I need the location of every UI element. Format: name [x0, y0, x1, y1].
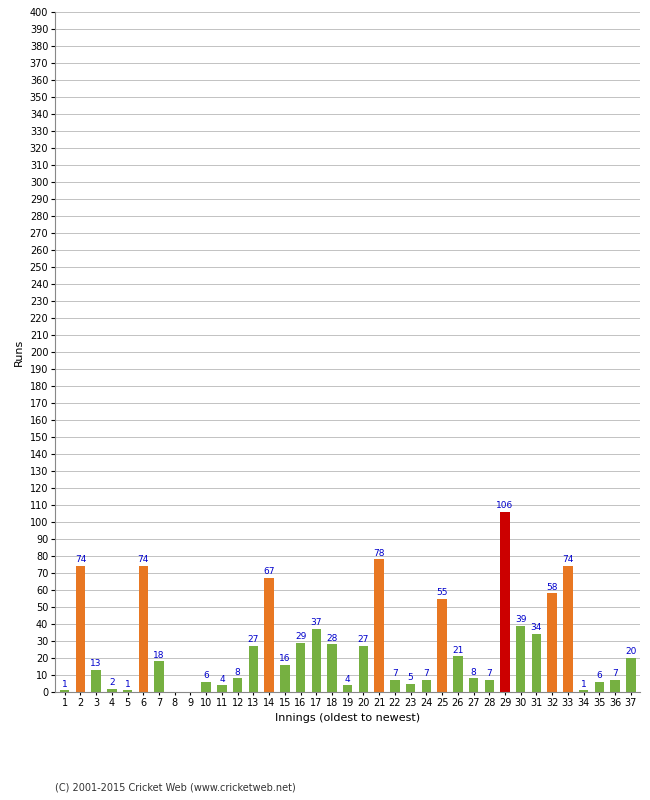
Text: 78: 78 [374, 549, 385, 558]
Text: 74: 74 [562, 555, 573, 565]
Bar [328, 645, 337, 692]
Text: 74: 74 [138, 555, 149, 565]
Bar [547, 594, 557, 692]
Text: 106: 106 [497, 501, 514, 510]
Text: 58: 58 [547, 582, 558, 592]
Bar [60, 690, 70, 692]
Text: 1: 1 [62, 679, 68, 689]
Bar [532, 634, 541, 692]
Bar [265, 578, 274, 692]
Text: 2: 2 [109, 678, 114, 687]
Bar [154, 662, 164, 692]
Text: 37: 37 [311, 618, 322, 627]
Text: 34: 34 [531, 623, 542, 633]
Text: 7: 7 [486, 670, 492, 678]
Bar [311, 629, 321, 692]
Bar [92, 670, 101, 692]
Bar [280, 665, 289, 692]
Bar [437, 598, 447, 692]
Text: 8: 8 [235, 668, 240, 677]
Text: 74: 74 [75, 555, 86, 565]
Text: 1: 1 [580, 679, 586, 689]
Bar [453, 656, 463, 692]
Bar [500, 512, 510, 692]
Bar [217, 685, 227, 692]
Text: 39: 39 [515, 615, 527, 624]
Text: 67: 67 [263, 567, 275, 576]
Bar [516, 626, 525, 692]
Bar [595, 682, 604, 692]
Bar [579, 690, 588, 692]
Bar [374, 559, 384, 692]
Text: 7: 7 [424, 670, 429, 678]
Text: 8: 8 [471, 668, 476, 677]
Bar [390, 680, 400, 692]
Text: (C) 2001-2015 Cricket Web (www.cricketweb.net): (C) 2001-2015 Cricket Web (www.cricketwe… [55, 782, 296, 792]
Text: 55: 55 [436, 588, 448, 597]
Bar [484, 680, 494, 692]
Text: 5: 5 [408, 673, 413, 682]
Bar [233, 678, 242, 692]
Text: 4: 4 [345, 674, 350, 683]
Bar [138, 566, 148, 692]
Bar [202, 682, 211, 692]
Bar [343, 685, 352, 692]
Text: 7: 7 [392, 670, 398, 678]
Text: 27: 27 [248, 635, 259, 645]
Y-axis label: Runs: Runs [14, 338, 24, 366]
Bar [406, 683, 415, 692]
Bar [249, 646, 258, 692]
Text: 20: 20 [625, 647, 636, 656]
Bar [75, 566, 85, 692]
Text: 28: 28 [326, 634, 338, 642]
Text: 6: 6 [597, 671, 603, 680]
Text: 13: 13 [90, 659, 102, 668]
Text: 4: 4 [219, 674, 225, 683]
Bar [469, 678, 478, 692]
Text: 29: 29 [295, 632, 306, 641]
Text: 7: 7 [612, 670, 618, 678]
Text: 1: 1 [125, 679, 131, 689]
Bar [422, 680, 431, 692]
Text: 16: 16 [279, 654, 291, 663]
Bar [610, 680, 620, 692]
X-axis label: Innings (oldest to newest): Innings (oldest to newest) [275, 713, 421, 723]
Text: 18: 18 [153, 650, 165, 660]
Text: 27: 27 [358, 635, 369, 645]
Bar [123, 690, 133, 692]
Bar [296, 642, 306, 692]
Bar [359, 646, 368, 692]
Bar [626, 658, 636, 692]
Text: 21: 21 [452, 646, 463, 654]
Bar [563, 566, 573, 692]
Text: 6: 6 [203, 671, 209, 680]
Bar [107, 689, 116, 692]
